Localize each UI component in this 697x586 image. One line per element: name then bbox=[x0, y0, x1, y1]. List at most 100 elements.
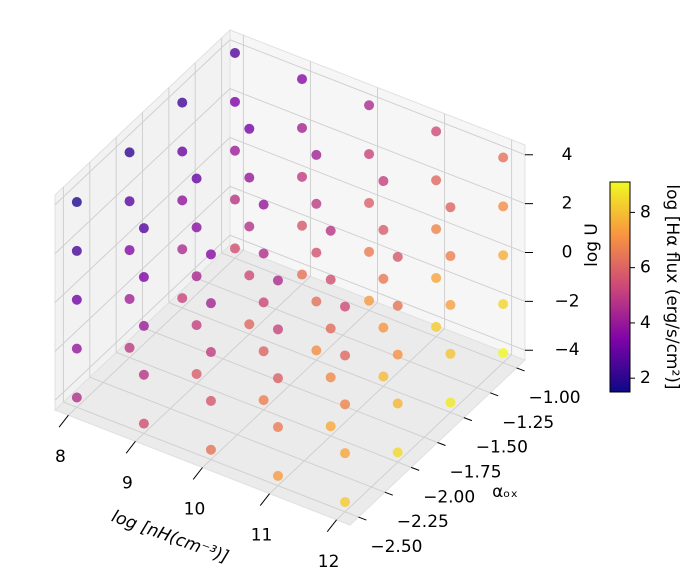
point bbox=[71, 343, 82, 354]
point bbox=[364, 197, 375, 208]
point bbox=[124, 245, 135, 256]
point bbox=[177, 244, 188, 255]
y-tick bbox=[410, 466, 420, 471]
y-axis-label: αₒₓ bbox=[492, 482, 518, 502]
point bbox=[138, 272, 149, 283]
point bbox=[124, 293, 135, 304]
x-tick bbox=[326, 519, 337, 533]
point bbox=[498, 152, 509, 163]
point bbox=[311, 345, 322, 356]
point bbox=[445, 397, 456, 408]
colorbar-tick-label: 6 bbox=[640, 258, 651, 278]
z-tick-label: 4 bbox=[562, 145, 573, 165]
point bbox=[258, 199, 269, 210]
point bbox=[445, 251, 456, 262]
point bbox=[431, 224, 442, 235]
point bbox=[340, 350, 351, 361]
colorbar-label: log [Hα flux (erg/s/cm²)] bbox=[662, 184, 682, 389]
x-tick-label: 8 bbox=[55, 447, 66, 467]
x-tick bbox=[125, 441, 136, 454]
grid-line bbox=[229, 137, 526, 253]
y-tick bbox=[437, 442, 446, 446]
point bbox=[498, 201, 509, 212]
x-axis-label: log [nH(cm⁻³)] bbox=[109, 507, 232, 568]
x-tick bbox=[192, 467, 203, 480]
y-tick bbox=[490, 392, 499, 397]
point bbox=[205, 395, 216, 406]
point bbox=[205, 444, 216, 455]
colorbar-tick-label: 4 bbox=[640, 313, 651, 333]
point bbox=[297, 220, 308, 231]
point bbox=[177, 195, 188, 206]
colorbar-tick-label: 8 bbox=[640, 202, 651, 222]
point bbox=[445, 348, 456, 359]
grid-line bbox=[54, 185, 231, 352]
point bbox=[325, 225, 336, 236]
grid-line bbox=[63, 401, 359, 518]
point bbox=[71, 392, 82, 403]
x-tick-label: 11 bbox=[251, 526, 273, 546]
grid-line bbox=[229, 88, 526, 205]
point bbox=[297, 269, 308, 280]
point bbox=[229, 145, 240, 156]
point bbox=[445, 299, 456, 310]
grid-line bbox=[168, 302, 465, 419]
point bbox=[244, 172, 255, 183]
point bbox=[258, 395, 269, 406]
point bbox=[364, 149, 375, 160]
point bbox=[340, 448, 351, 459]
point bbox=[124, 196, 135, 207]
point bbox=[445, 202, 456, 213]
point bbox=[272, 422, 283, 433]
point bbox=[191, 368, 202, 379]
point bbox=[340, 399, 351, 410]
point bbox=[205, 249, 216, 260]
x-tick-label: 9 bbox=[122, 473, 133, 493]
point bbox=[311, 149, 322, 160]
point bbox=[311, 247, 322, 258]
colorbar bbox=[609, 181, 631, 393]
point bbox=[311, 296, 322, 307]
grid-line bbox=[195, 277, 491, 394]
x-tick-label: 12 bbox=[318, 552, 340, 572]
y-tick-label: −1.00 bbox=[529, 388, 581, 408]
grid-line bbox=[229, 185, 526, 302]
labels: 8 9 10 11 12 −1.00 −1.25 −1.50 −1.75 −2.00 −2.25 −2… bbox=[55, 145, 581, 572]
point bbox=[297, 171, 308, 182]
point bbox=[205, 298, 216, 309]
point bbox=[272, 275, 283, 286]
grid-line bbox=[115, 351, 412, 468]
point bbox=[498, 347, 509, 358]
point bbox=[325, 421, 336, 432]
point bbox=[340, 301, 351, 312]
point bbox=[138, 369, 149, 380]
point bbox=[272, 470, 283, 481]
point bbox=[138, 418, 149, 429]
point bbox=[378, 371, 389, 382]
y-tick-label: −1.50 bbox=[476, 438, 528, 458]
point bbox=[431, 175, 442, 186]
point bbox=[272, 373, 283, 384]
point bbox=[71, 245, 82, 256]
grid-line bbox=[89, 376, 385, 493]
point bbox=[297, 122, 308, 133]
y-tick bbox=[358, 516, 367, 521]
point bbox=[431, 272, 442, 283]
grid-line bbox=[229, 39, 526, 156]
point bbox=[229, 194, 240, 205]
point bbox=[229, 96, 240, 107]
grid-line bbox=[54, 137, 231, 303]
point bbox=[71, 197, 82, 208]
y-tick-label: −2.25 bbox=[397, 512, 449, 532]
z-tick-label: −2 bbox=[554, 291, 579, 311]
point bbox=[364, 295, 375, 306]
point bbox=[340, 497, 351, 508]
grid-line bbox=[229, 234, 526, 351]
point bbox=[191, 320, 202, 331]
point bbox=[272, 324, 283, 335]
point bbox=[138, 223, 149, 234]
point bbox=[244, 221, 255, 232]
point bbox=[431, 126, 442, 137]
z-axis-label: log U bbox=[582, 223, 602, 267]
